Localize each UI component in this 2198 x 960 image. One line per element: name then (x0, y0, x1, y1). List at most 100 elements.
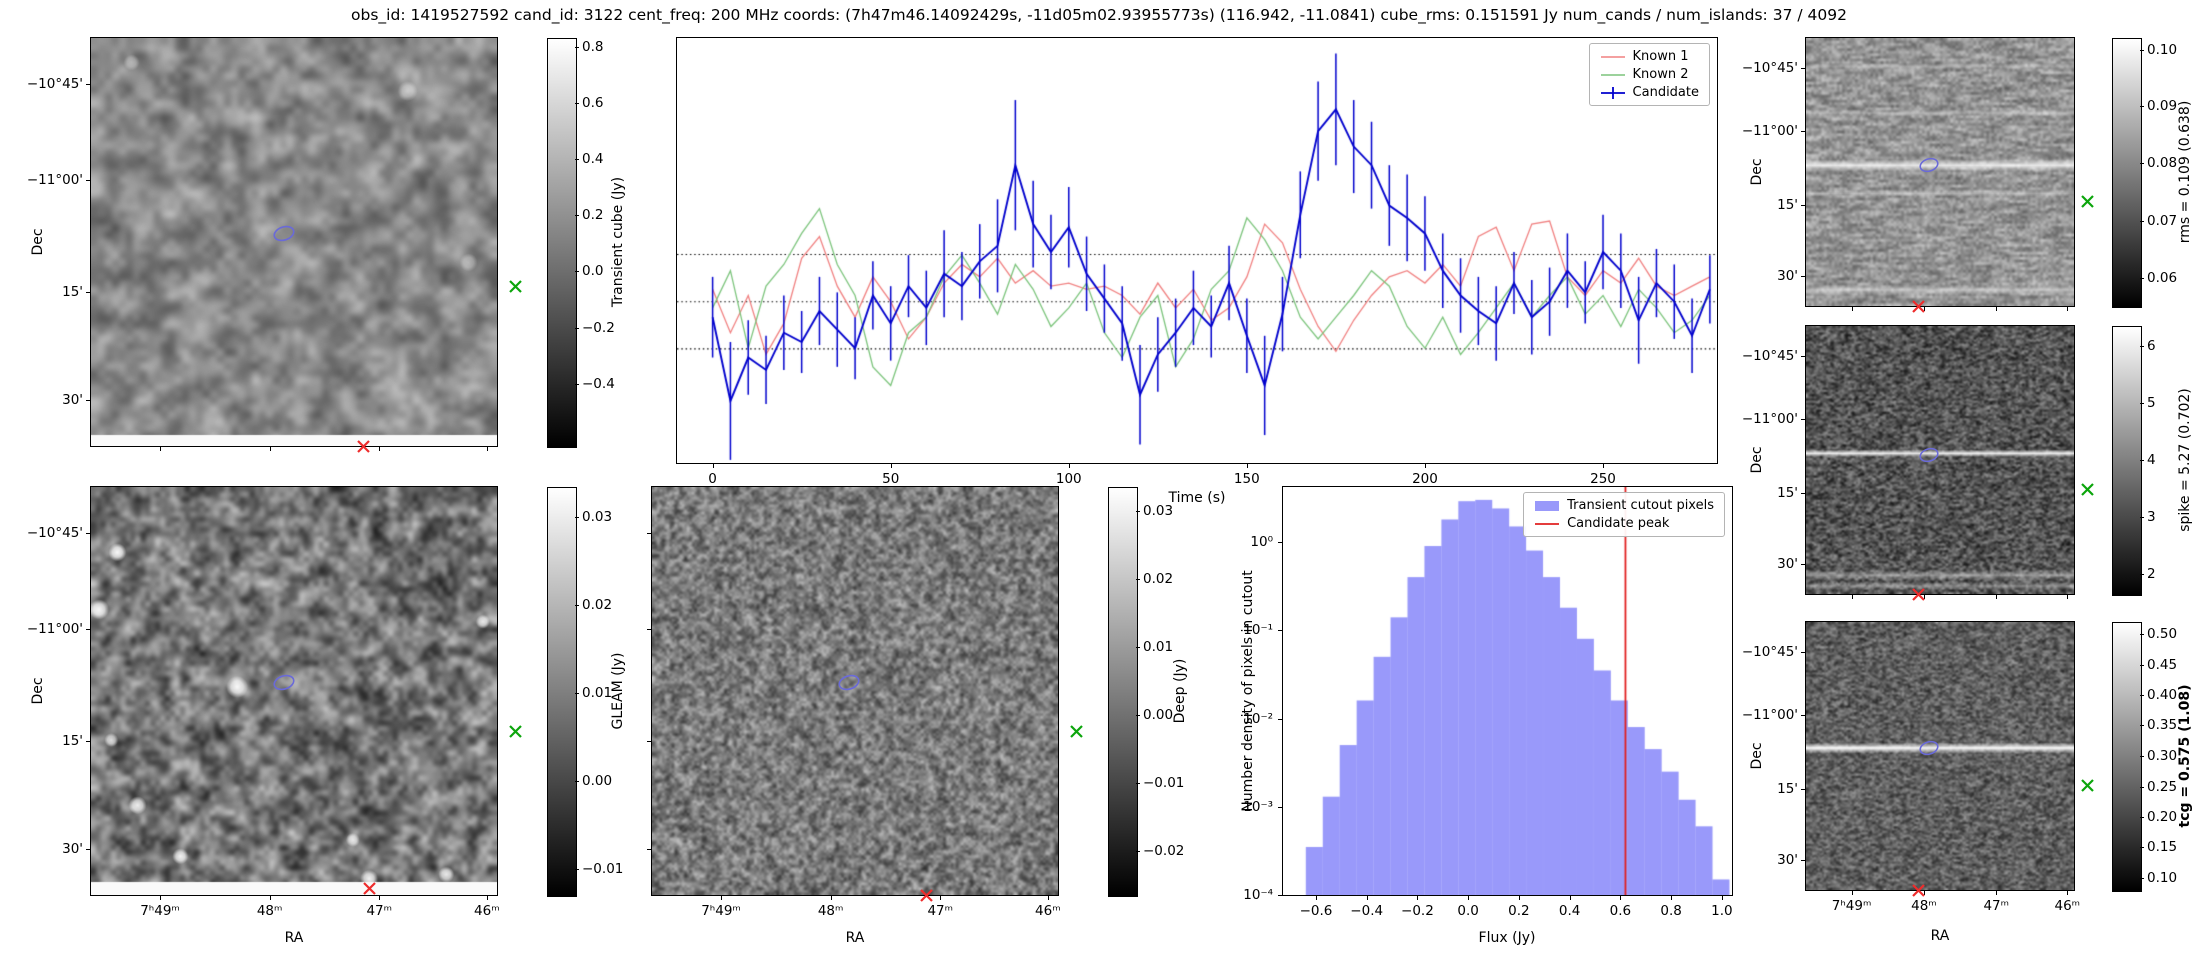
colorbar-tick-label: −0.2 (582, 319, 615, 336)
legend-label: Known 1 (1632, 49, 1689, 64)
colorbar-tick-label: 0.2 (582, 207, 604, 224)
tick-mark (2140, 664, 2144, 666)
colorbar-tick-label: 0.08 (2147, 155, 2178, 172)
dec-axis-label: Dec (1749, 446, 1765, 474)
dec-tick-label: −10°45' (26, 525, 83, 542)
tick-mark (1047, 895, 1049, 900)
tick-mark (1569, 895, 1571, 900)
tick-mark (86, 628, 91, 630)
flux-tick-label: 0.6 (1609, 903, 1632, 919)
tick-mark (1278, 895, 1283, 896)
colorbar-tick-label: 2 (2147, 566, 2156, 583)
known-1-legend-swatch (1600, 50, 1626, 64)
legend-entry: Known 1 (1600, 49, 1699, 64)
tick-mark (1424, 463, 1426, 468)
time-tick-label: 50 (882, 471, 900, 487)
time-tick-label: 150 (1233, 471, 1260, 487)
colorbar-tick-label: −0.01 (1143, 774, 1185, 791)
tick-mark (575, 102, 579, 104)
tick-mark (1923, 890, 1925, 895)
transient-cube-image (91, 38, 497, 446)
legend-label: Candidate peak (1567, 516, 1670, 531)
tick-mark (940, 895, 942, 900)
ra-tick-label: 46ᵐ (2054, 898, 2081, 914)
tcg-image (1806, 622, 2074, 890)
colorbar-tick-label: 0.45 (2147, 656, 2178, 673)
tick-mark (1801, 356, 1806, 358)
tick-mark (1468, 895, 1470, 900)
tick-mark (2140, 574, 2144, 576)
tick-mark (1246, 463, 1248, 468)
tick-mark (712, 463, 714, 468)
tick-mark (160, 446, 162, 451)
tick-mark (2140, 725, 2144, 727)
dec-tick-label: −10°45' (26, 76, 83, 93)
tick-mark (2140, 345, 2144, 347)
ra-tick-label: 7ʰ49ᵐ (701, 903, 741, 919)
colorbar-tick-label: 0.20 (2147, 808, 2178, 825)
tick-mark (1136, 850, 1140, 852)
colorbar-tick-label: 0.07 (2147, 212, 2178, 229)
time-tick-label: 200 (1412, 471, 1438, 487)
deep-colorbar-label: Deep (Jy) (1172, 658, 1188, 724)
ra-tick-label: 47ᵐ (366, 903, 393, 919)
figure-title: obs_id: 1419527592 cand_id: 3122 cent_fr… (351, 6, 1847, 24)
tick-mark (2140, 816, 2144, 818)
flux-tick-label: 0.4 (1558, 903, 1581, 919)
time-tick-label: 100 (1055, 471, 1082, 487)
tick-mark (2067, 594, 2069, 599)
green-x-marker (508, 724, 523, 743)
histogram-patch-swatch (1534, 499, 1560, 513)
tick-mark (1851, 306, 1853, 311)
colorbar-tick-label: 0.02 (582, 596, 613, 613)
colorbar-tick-label: 0.8 (582, 38, 604, 55)
tick-mark (1136, 646, 1140, 648)
tick-mark (575, 693, 579, 695)
dec-tick-label: −11°00' (1741, 123, 1798, 140)
colorbar-tick-label: 0.01 (582, 685, 613, 702)
legend-entry: Candidate peak (1534, 516, 1714, 531)
dec-tick-label: 30' (1777, 555, 1798, 572)
legend-entry: Candidate (1600, 85, 1699, 100)
tick-mark (575, 46, 579, 48)
tick-mark (86, 399, 91, 401)
rms-cutout-panel (1805, 37, 2075, 307)
ra-axis-label: RA (845, 930, 865, 946)
ra-tick-label: 48ᵐ (1911, 898, 1937, 914)
tick-mark (575, 383, 579, 385)
transient-cube-colorbar (547, 38, 577, 448)
deep-image (652, 487, 1058, 895)
tick-mark (1721, 895, 1723, 900)
tick-mark (2140, 695, 2144, 697)
tick-mark (647, 741, 652, 743)
dec-tick-label: 30' (1777, 851, 1798, 868)
tick-mark (1278, 718, 1283, 720)
dec-axis-label: Dec (30, 677, 46, 705)
tick-mark (890, 463, 892, 468)
tick-mark (647, 533, 652, 535)
tick-mark (1603, 463, 1605, 468)
tick-mark (575, 781, 579, 783)
dec-axis-label: Dec (1749, 158, 1765, 186)
colorbar-tick-label: −0.4 (582, 375, 615, 392)
flux-tick-label: 0.0 (1457, 903, 1479, 919)
tick-mark (1801, 492, 1806, 494)
tick-mark (575, 215, 579, 217)
green-x-marker (1069, 724, 1084, 743)
spike-cutout-panel (1805, 325, 2075, 595)
spike-colorbar-label: spike = 5.27 (0.702) (2177, 388, 2193, 532)
legend-entry: Known 2 (1600, 67, 1699, 82)
tick-mark (2140, 756, 2144, 757)
histogram-legend: Transient cutout pixels Candidate peak (1523, 492, 1725, 537)
ra-tick-label: 7ʰ49ᵐ (140, 903, 180, 919)
tick-mark (86, 84, 91, 86)
tick-mark (2140, 517, 2144, 519)
tick-mark (2140, 402, 2144, 404)
tick-mark (721, 895, 723, 900)
colorbar-tick-label: 0.4 (582, 151, 604, 168)
tick-mark (1801, 859, 1806, 861)
tick-mark (86, 741, 91, 743)
gleam-colorbar-label: GLEAM (Jy) (610, 652, 626, 730)
lightcurve-legend: Known 1 Known 2 Candidate (1588, 43, 1710, 106)
tick-mark (2140, 106, 2144, 108)
